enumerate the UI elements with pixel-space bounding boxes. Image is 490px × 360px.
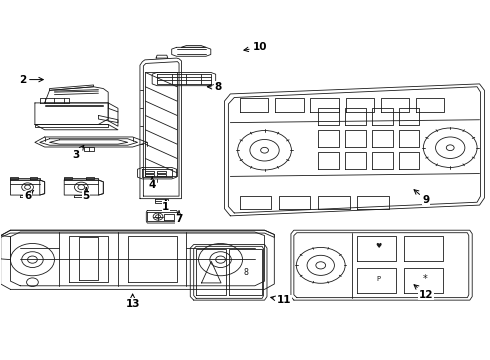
- Text: 11: 11: [271, 295, 292, 305]
- Text: 1: 1: [162, 200, 170, 212]
- Text: 5: 5: [83, 188, 90, 201]
- Text: 3: 3: [73, 145, 84, 160]
- Text: 9: 9: [414, 190, 429, 205]
- Text: 8: 8: [244, 268, 248, 277]
- Text: 7: 7: [175, 211, 183, 224]
- Text: 4: 4: [148, 177, 156, 190]
- Text: 13: 13: [125, 294, 140, 309]
- Text: ♥: ♥: [375, 243, 382, 249]
- Text: 10: 10: [244, 42, 267, 52]
- Text: P: P: [376, 276, 380, 282]
- Text: 6: 6: [24, 190, 34, 201]
- Text: *: *: [422, 274, 427, 284]
- Text: 2: 2: [19, 75, 43, 85]
- Text: 8: 8: [207, 82, 222, 92]
- Text: 12: 12: [414, 285, 433, 300]
